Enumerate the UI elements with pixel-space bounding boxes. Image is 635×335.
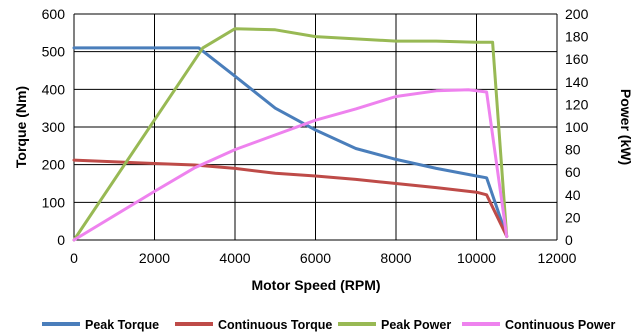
y-right-tick-label: 0	[565, 232, 573, 248]
y-left-tick-label: 600	[42, 6, 66, 22]
y-right-tick-label: 20	[565, 209, 581, 225]
y-left-tick-label: 0	[57, 232, 65, 248]
y-right-tick-label: 40	[565, 187, 581, 203]
x-axis-title: Motor Speed (RPM)	[251, 277, 380, 293]
series-line-peak-power	[72, 27, 509, 242]
x-tick-label: 8000	[380, 250, 411, 266]
legend-label-continuous-torque: Continuous Torque	[218, 318, 332, 332]
axes	[73, 14, 558, 241]
y-right-tick-label: 200	[565, 6, 589, 22]
y-left-tick-label: 100	[42, 194, 66, 210]
x-tick-label: 4000	[219, 250, 250, 266]
x-tick-label: 12000	[538, 250, 577, 266]
series-line-peak-torque	[72, 46, 509, 238]
series-line-continuous-power	[72, 88, 509, 242]
y-axis-left-title: Torque (Nm)	[13, 86, 29, 168]
series-line-continuous-torque	[72, 158, 509, 238]
x-tick-label: 0	[70, 250, 78, 266]
y-right-tick-label: 180	[565, 29, 589, 45]
y-left-tick-label: 300	[42, 119, 66, 135]
y-right-tick-label: 60	[565, 164, 581, 180]
series-lines	[72, 27, 509, 242]
y-right-tick-label: 160	[565, 51, 589, 67]
y-left-tick-label: 500	[42, 44, 66, 60]
y-right-tick-label: 120	[565, 96, 589, 112]
x-tick-label: 2000	[139, 250, 170, 266]
y-left-tick-label: 400	[42, 81, 66, 97]
legend-label-peak-power: Peak Power	[381, 318, 451, 332]
legend-label-peak-torque: Peak Torque	[85, 318, 159, 332]
y-right-tick-label: 80	[565, 142, 581, 158]
y-right-tick-label: 100	[565, 119, 589, 135]
legend: Peak Torque Continuous Torque Peak Power…	[42, 318, 616, 332]
tick-labels: 0 2000 4000 6000 8000 10000 120000100200300400…	[42, 6, 589, 266]
y-right-tick-label: 140	[565, 74, 589, 90]
x-tick-label: 10000	[457, 250, 496, 266]
y-axis-right-title: Power (kW)	[618, 89, 634, 165]
legend-label-continuous-power: Continuous Power	[505, 318, 616, 332]
y-left-tick-label: 200	[42, 157, 66, 173]
x-tick-label: 6000	[300, 250, 331, 266]
